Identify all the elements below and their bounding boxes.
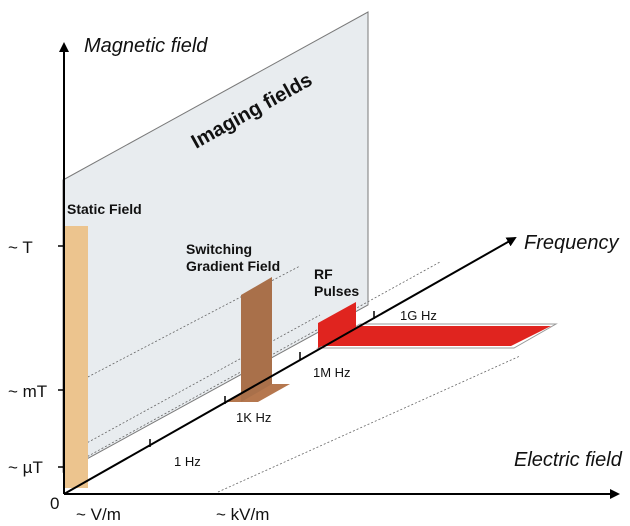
rf-pulses-label-line2: Pulses	[314, 283, 359, 299]
kilovolt-per-meter-tick-label: ~ kV/m	[216, 505, 269, 524]
static-field-bar	[64, 226, 88, 488]
frequency-axis	[63, 237, 517, 495]
frequency-label: Frequency	[524, 232, 619, 254]
rf-pulse-floor	[318, 326, 551, 346]
freq-1hz-label: 1 Hz	[174, 454, 201, 469]
static-field-label: Static Field	[67, 201, 142, 217]
rf-pulses-label-line1: RF	[314, 266, 333, 282]
freq-1mhz-label: 1M Hz	[313, 365, 351, 380]
gradient-field-bar	[241, 277, 272, 402]
tesla-tick-label: ~ T	[8, 238, 33, 257]
magnetic-field-label: Magnetic field	[84, 35, 208, 57]
frequency-ticks	[149, 311, 375, 447]
freq-1ghz-label: 1G Hz	[400, 308, 437, 323]
gradient-field-label-line2: Gradient Field	[186, 258, 280, 274]
dashed-guides	[62, 261, 521, 493]
rf-pulse-bar	[318, 302, 356, 348]
millitesla-tick-label: ~ mT	[8, 382, 47, 401]
volt-per-meter-tick-label: ~ V/m	[76, 505, 121, 524]
freq-1khz-label: 1K Hz	[236, 410, 271, 425]
gradient-field-label-line1: Switching	[186, 241, 252, 257]
magnetic-ticks	[58, 245, 64, 468]
electric-field-label: Electric field	[514, 449, 623, 471]
origin-label: 0	[50, 494, 59, 513]
microtesla-tick-label: ~ µT	[8, 458, 43, 477]
